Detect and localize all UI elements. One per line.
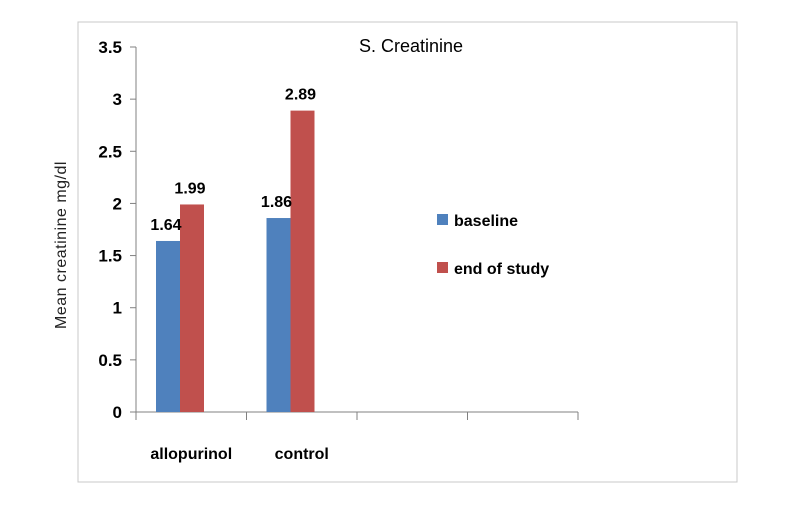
- category-label-control: control: [275, 446, 329, 463]
- chart-title: S. Creatinine: [359, 36, 463, 56]
- y-tick-label: 0: [113, 403, 122, 422]
- category-labels: allopurinol control: [150, 446, 329, 463]
- y-axis-label: Mean creatinine mg/dl: [53, 161, 70, 329]
- y-tick-label: 3.5: [98, 38, 122, 57]
- x-axis: [135, 411, 579, 420]
- y-tick-label: 1: [113, 299, 122, 318]
- legend-label-baseline: baseline: [454, 213, 518, 230]
- data-label-control-end-of-study: 2.89: [285, 87, 316, 104]
- legend: baseline end of study: [437, 213, 549, 278]
- bar-allopurinol-baseline: [156, 240, 180, 412]
- y-tick-label: 0.5: [98, 351, 122, 370]
- y-tick-label: 3: [113, 90, 122, 109]
- legend-swatch-end-of-study: [437, 262, 448, 273]
- data-label-allopurinol-baseline: 1.64: [150, 217, 181, 234]
- bar-control-baseline: [266, 218, 291, 412]
- y-tick-label: 1.5: [98, 247, 122, 266]
- data-labels: 1.64 1.86 1.99 2.89: [150, 87, 316, 234]
- y-tick-label: 2: [113, 194, 122, 213]
- bar-control-end-of-study: [290, 110, 315, 412]
- data-label-control-baseline: 1.86: [261, 194, 292, 211]
- bar-allopurinol-end-of-study: [180, 204, 204, 412]
- data-label-allopurinol-end-of-study: 1.99: [174, 180, 205, 197]
- legend-label-end-of-study: end of study: [454, 261, 549, 278]
- legend-swatch-baseline: [437, 214, 448, 225]
- bars: [156, 110, 315, 412]
- category-label-allopurinol: allopurinol: [150, 446, 232, 463]
- y-tick-label: 2.5: [98, 142, 122, 161]
- y-axis: 0 0.5 1 1.5 2 2.5 3 3.5: [98, 38, 137, 422]
